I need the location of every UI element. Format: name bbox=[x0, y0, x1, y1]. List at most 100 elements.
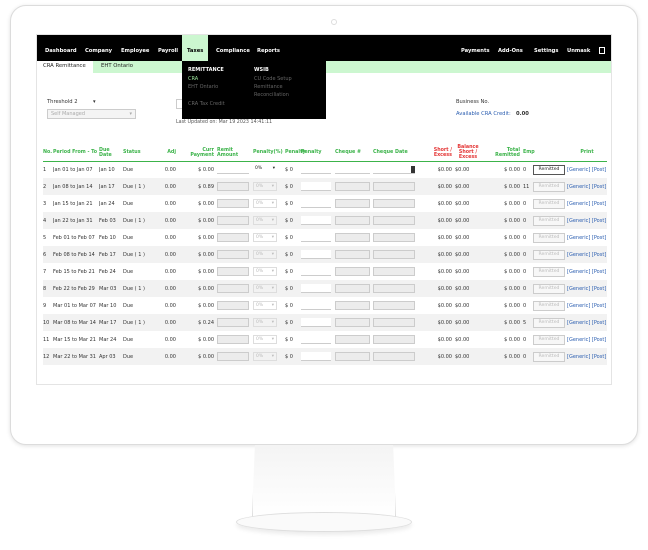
tab-eht-ontario[interactable]: EHT Ontario bbox=[101, 63, 133, 69]
nav-payments[interactable]: Payments bbox=[461, 48, 490, 54]
print-generic-link[interactable]: [Generic] bbox=[567, 268, 591, 275]
print-generic-link[interactable]: [Generic] bbox=[567, 251, 591, 258]
penalty-input[interactable] bbox=[301, 335, 331, 344]
print-post-link[interactable]: [Post] bbox=[591, 166, 607, 173]
remitted-button[interactable]: Remitted bbox=[533, 215, 565, 226]
remitted-button[interactable]: Remitted bbox=[533, 164, 565, 175]
cheque-number-input[interactable] bbox=[335, 199, 370, 208]
cheque-date-input[interactable] bbox=[373, 165, 415, 175]
cheque-date-input[interactable] bbox=[373, 250, 415, 259]
remitted-button[interactable]: Remitted bbox=[533, 300, 565, 311]
cheque-number-input[interactable] bbox=[335, 165, 370, 175]
print-generic-link[interactable]: [Generic] bbox=[567, 285, 591, 292]
remit-amount-input[interactable] bbox=[217, 182, 249, 191]
menu-item-eht-ontario[interactable]: EHT Ontario bbox=[188, 84, 219, 90]
remit-amount-input[interactable] bbox=[217, 284, 249, 293]
nav-add-ons[interactable]: Add-Ons bbox=[498, 48, 523, 54]
remit-amount-input[interactable] bbox=[217, 199, 249, 208]
print-generic-link[interactable]: [Generic] bbox=[567, 166, 591, 173]
remitted-button[interactable]: Remitted bbox=[533, 198, 565, 209]
cheque-number-input[interactable] bbox=[335, 216, 370, 225]
penalty-percent-select[interactable]: 0% ▾ bbox=[253, 335, 277, 344]
remitted-button[interactable]: Remitted bbox=[533, 283, 565, 294]
cheque-number-input[interactable] bbox=[335, 318, 370, 327]
penalty-input[interactable] bbox=[301, 216, 331, 225]
cheque-date-input[interactable] bbox=[373, 301, 415, 310]
penalty-percent-select[interactable]: 0% ▾ bbox=[253, 284, 277, 293]
remittance-mode-select[interactable]: Self Managed ▾ bbox=[47, 109, 136, 119]
remitted-button[interactable]: Remitted bbox=[533, 232, 565, 243]
penalty-percent-select[interactable]: 0% ▾ bbox=[253, 352, 277, 361]
cheque-number-input[interactable] bbox=[335, 233, 370, 242]
cheque-number-input[interactable] bbox=[335, 267, 370, 276]
cheque-date-input[interactable] bbox=[373, 216, 415, 225]
cheque-date-input[interactable] bbox=[373, 199, 415, 208]
nav-taxes[interactable]: Taxes bbox=[182, 35, 209, 61]
penalty-percent-select[interactable]: 0% ▾ bbox=[253, 216, 277, 225]
penalty-percent-select[interactable]: 0% ▾ bbox=[253, 267, 277, 276]
print-post-link[interactable]: [Post] bbox=[591, 200, 607, 207]
print-generic-link[interactable]: [Generic] bbox=[567, 183, 591, 190]
print-generic-link[interactable]: [Generic] bbox=[567, 302, 591, 309]
penalty-input[interactable] bbox=[301, 284, 331, 293]
remit-amount-input[interactable] bbox=[217, 301, 249, 310]
calendar-icon[interactable] bbox=[411, 166, 415, 174]
cheque-date-input[interactable] bbox=[373, 335, 415, 344]
cheque-number-input[interactable] bbox=[335, 352, 370, 361]
nav-unmask[interactable]: Unmask bbox=[567, 48, 591, 54]
penalty-input[interactable] bbox=[301, 352, 331, 361]
penalty-percent-select[interactable]: 0% ▾ bbox=[253, 199, 277, 208]
available-cra-credit-link[interactable]: Available CRA Credit: bbox=[456, 111, 511, 117]
penalty-percent-select[interactable]: 0% ▾ bbox=[253, 318, 277, 327]
remitted-button[interactable]: Remitted bbox=[533, 266, 565, 277]
cheque-date-input[interactable] bbox=[373, 233, 415, 242]
cheque-date-input[interactable] bbox=[373, 318, 415, 327]
nav-reports[interactable]: Reports bbox=[257, 48, 280, 54]
penalty-input[interactable] bbox=[301, 165, 331, 175]
print-post-link[interactable]: [Post] bbox=[591, 302, 607, 309]
menu-item-reconciliation[interactable]: Reconciliation bbox=[254, 92, 289, 98]
remit-amount-input[interactable] bbox=[217, 216, 249, 225]
remitted-button[interactable]: Remitted bbox=[533, 249, 565, 260]
penalty-input[interactable] bbox=[301, 182, 331, 191]
penalty-input[interactable] bbox=[301, 267, 331, 276]
cheque-number-input[interactable] bbox=[335, 335, 370, 344]
penalty-percent-select[interactable]: 0% ▾ bbox=[253, 250, 277, 259]
cheque-date-input[interactable] bbox=[373, 182, 415, 191]
remit-amount-input[interactable] bbox=[217, 352, 249, 361]
menu-item-wsib-remittance[interactable]: Remittance bbox=[254, 84, 283, 90]
print-post-link[interactable]: [Post] bbox=[591, 217, 607, 224]
nav-dashboard[interactable]: Dashboard bbox=[45, 48, 77, 54]
remitted-button[interactable]: Remitted bbox=[533, 351, 565, 362]
print-post-link[interactable]: [Post] bbox=[591, 353, 607, 360]
cheque-number-input[interactable] bbox=[335, 182, 370, 191]
remit-amount-input[interactable] bbox=[217, 267, 249, 276]
penalty-percent-select[interactable]: 0% ▾ bbox=[253, 301, 277, 310]
nav-settings[interactable]: Settings bbox=[534, 48, 559, 54]
remit-amount-input[interactable] bbox=[217, 250, 249, 259]
remit-amount-input[interactable] bbox=[217, 165, 249, 175]
print-generic-link[interactable]: [Generic] bbox=[567, 353, 591, 360]
print-post-link[interactable]: [Post] bbox=[591, 183, 607, 190]
tab-cra-remittance[interactable]: CRA Remittance bbox=[37, 61, 93, 73]
print-generic-link[interactable]: [Generic] bbox=[567, 319, 591, 326]
nav-company[interactable]: Company bbox=[85, 48, 113, 54]
penalty-input[interactable] bbox=[301, 301, 331, 310]
remitted-button[interactable]: Remitted bbox=[533, 334, 565, 345]
print-post-link[interactable]: [Post] bbox=[591, 336, 607, 343]
cheque-date-input[interactable] bbox=[373, 267, 415, 276]
print-post-link[interactable]: [Post] bbox=[591, 285, 607, 292]
remit-amount-input[interactable] bbox=[217, 335, 249, 344]
cheque-number-input[interactable] bbox=[335, 284, 370, 293]
print-post-link[interactable]: [Post] bbox=[591, 319, 607, 326]
penalty-percent-select[interactable]: 0% ▾ bbox=[253, 165, 277, 174]
penalty-input[interactable] bbox=[301, 199, 331, 208]
menu-item-cra[interactable]: CRA bbox=[188, 76, 199, 82]
penalty-input[interactable] bbox=[301, 318, 331, 327]
cheque-number-input[interactable] bbox=[335, 301, 370, 310]
penalty-percent-select[interactable]: 0% ▾ bbox=[253, 182, 277, 191]
menu-item-cra-tax-credit[interactable]: CRA Tax Credit bbox=[188, 101, 225, 107]
print-post-link[interactable]: [Post] bbox=[591, 268, 607, 275]
nav-employee[interactable]: Employee bbox=[121, 48, 150, 54]
remitted-button[interactable]: Remitted bbox=[533, 317, 565, 328]
